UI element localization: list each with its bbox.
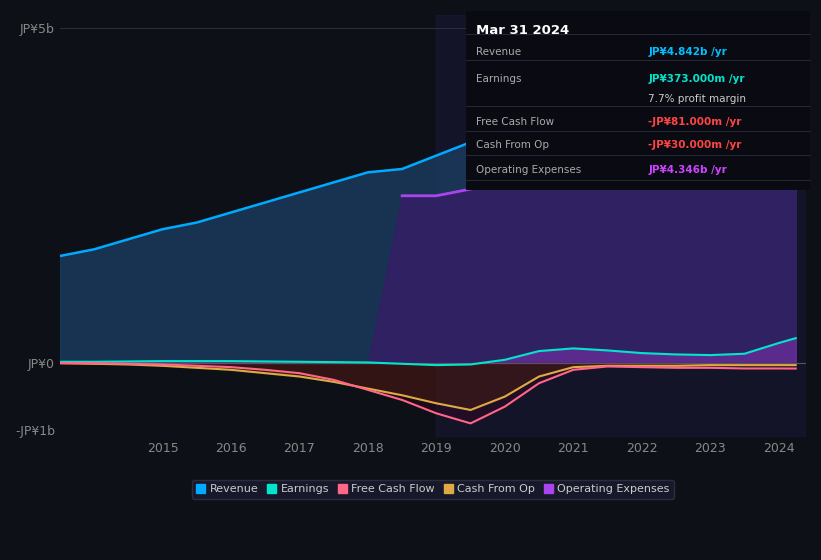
Legend: Revenue, Earnings, Free Cash Flow, Cash From Op, Operating Expenses: Revenue, Earnings, Free Cash Flow, Cash … (192, 480, 674, 499)
Text: Mar 31 2024: Mar 31 2024 (476, 24, 569, 37)
Bar (436, 15, 806, 437)
Text: Cash From Op: Cash From Op (476, 140, 549, 150)
Text: Free Cash Flow: Free Cash Flow (476, 117, 554, 127)
Text: JP¥4.346b /yr: JP¥4.346b /yr (649, 165, 727, 175)
Text: JP¥4.842b /yr: JP¥4.842b /yr (649, 47, 727, 57)
Text: -JP¥30.000m /yr: -JP¥30.000m /yr (649, 140, 741, 150)
Text: Operating Expenses: Operating Expenses (476, 165, 581, 175)
Text: JP¥373.000m /yr: JP¥373.000m /yr (649, 74, 745, 84)
Text: -JP¥81.000m /yr: -JP¥81.000m /yr (649, 117, 741, 127)
Text: Earnings: Earnings (476, 74, 521, 84)
Text: Revenue: Revenue (476, 47, 521, 57)
Text: 7.7% profit margin: 7.7% profit margin (649, 94, 746, 104)
